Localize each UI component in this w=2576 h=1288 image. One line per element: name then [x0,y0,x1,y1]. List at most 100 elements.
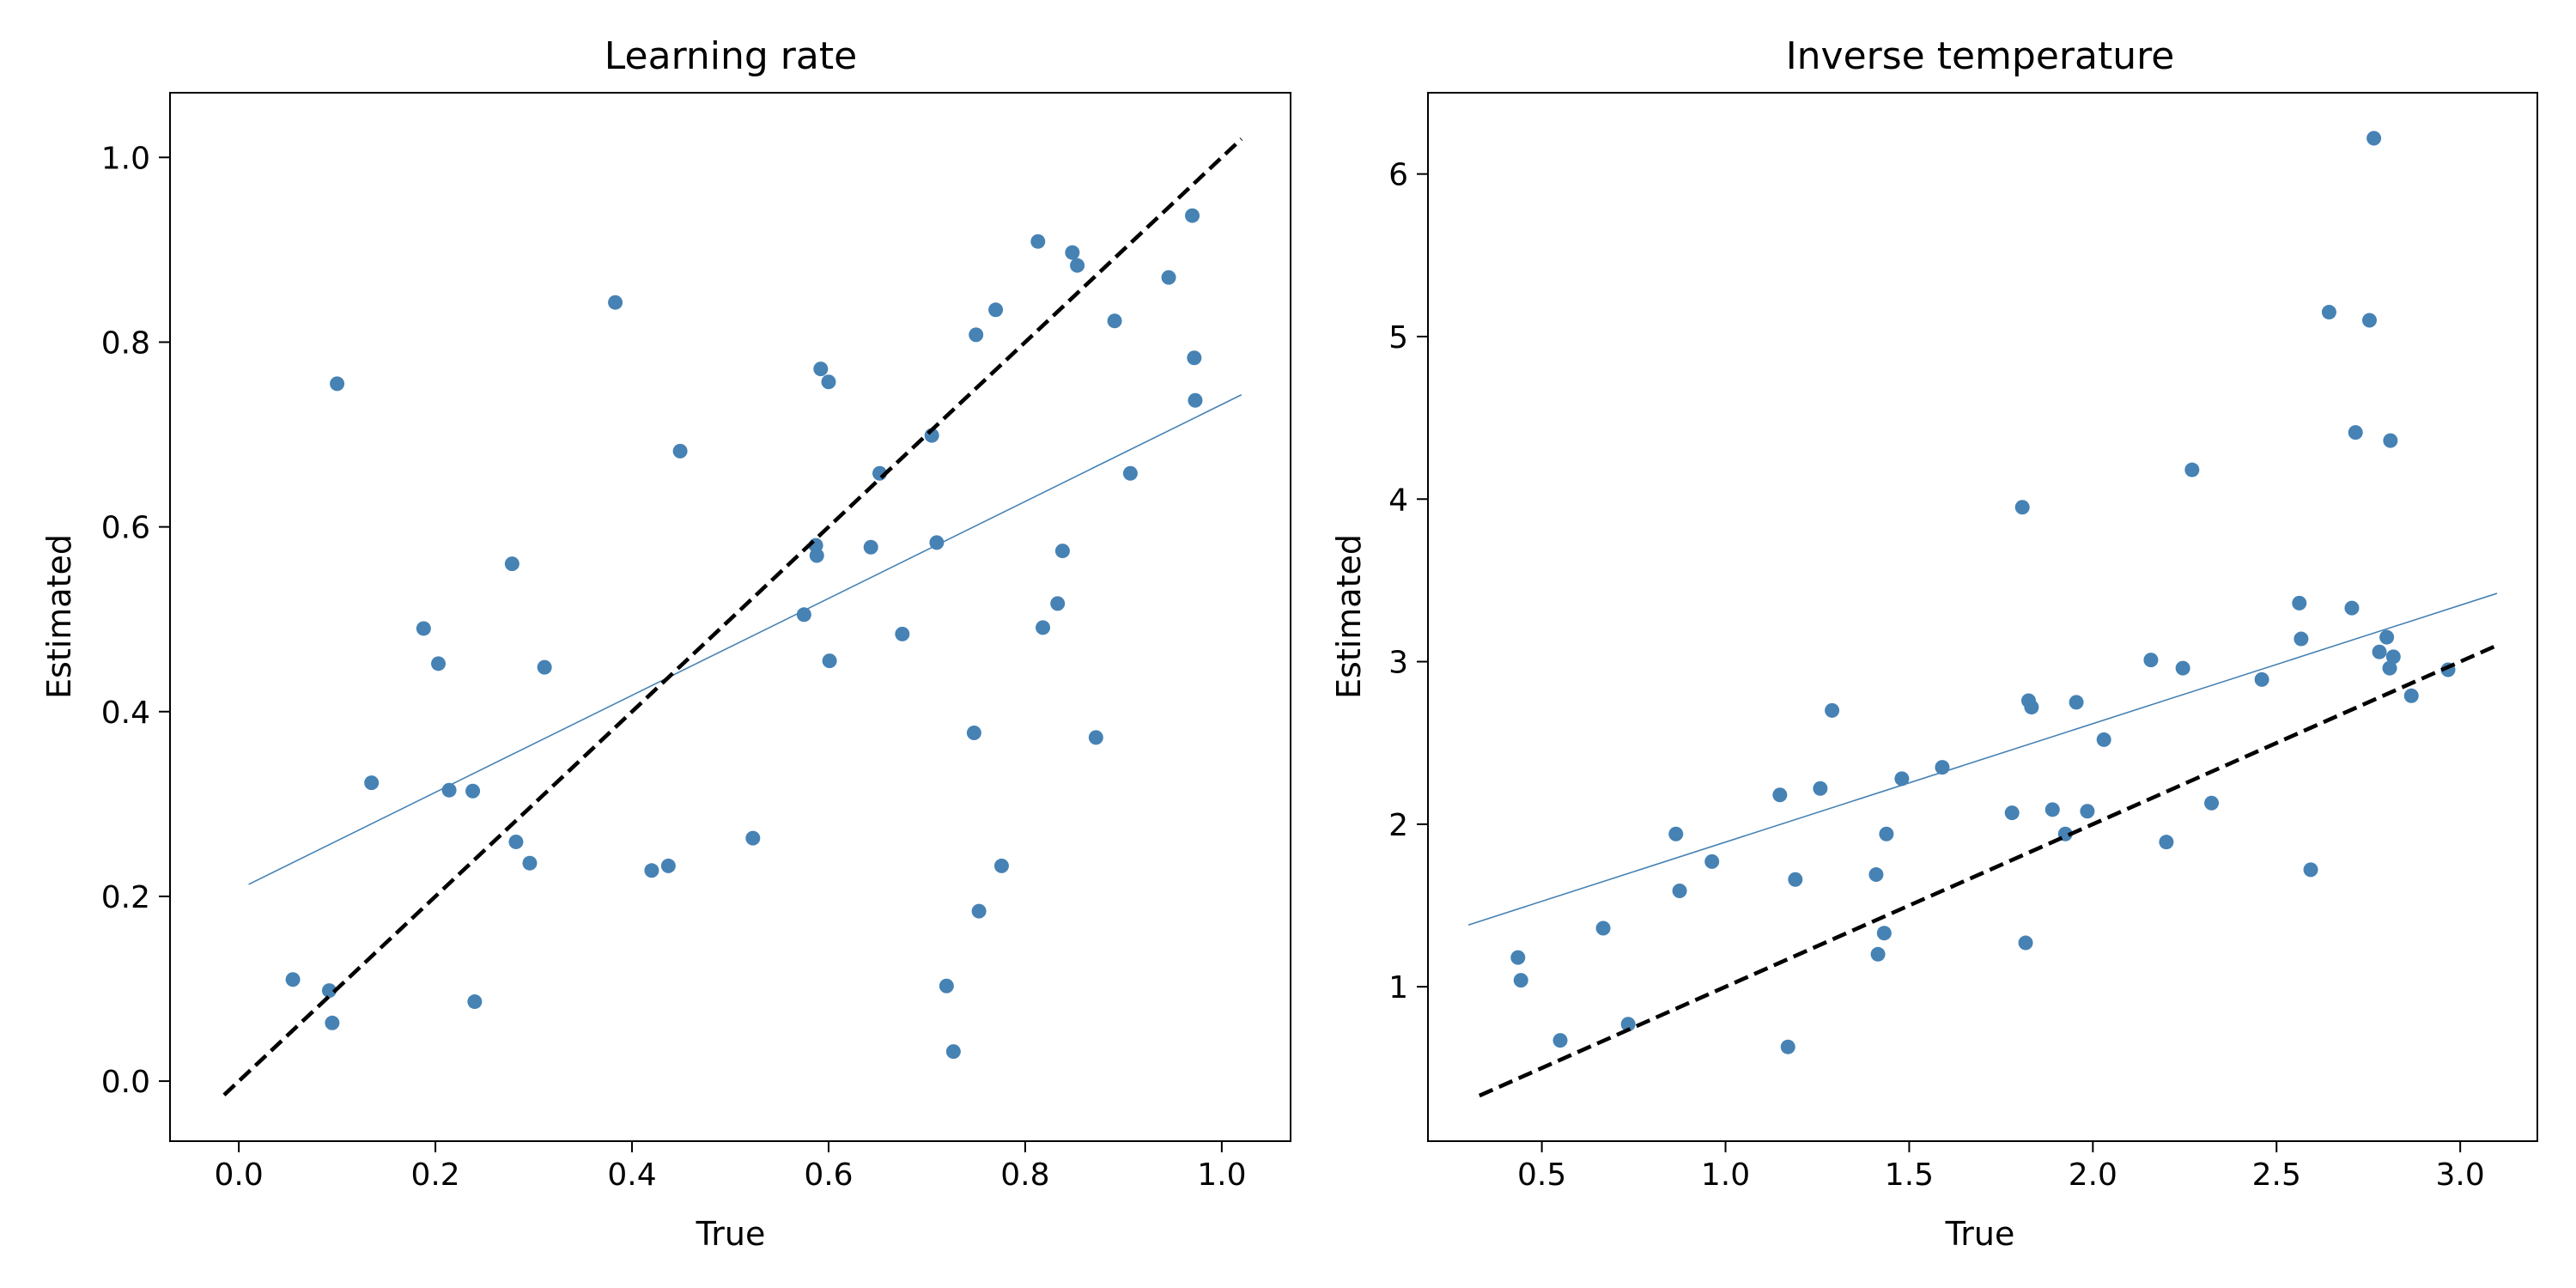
data-point [1876,926,1892,941]
data-point [660,858,676,873]
identity-line [222,137,1243,1097]
data-point [504,556,519,572]
data-point [1935,760,1950,775]
data-point [2024,700,2039,715]
data-point [1780,1039,1795,1054]
y-tick-label: 3 [1388,646,1408,681]
data-point [2175,660,2190,676]
x-tick-label: 3.0 [2436,1157,2485,1193]
data-point [1879,826,1894,841]
x-tick-label: 1.0 [1701,1157,1750,1193]
data-point [993,858,1009,873]
x-tick-label: 0.8 [1000,1157,1049,1193]
data-point [2014,500,2030,515]
y-tick-label: 1 [1388,970,1408,1005]
data-point [2382,660,2397,676]
data-point [2366,131,2382,146]
y-tick-label: 0.6 [101,511,150,546]
regression-line [1467,592,2498,926]
data-point [1813,781,1828,796]
x-tick-label: 1.0 [1197,1157,1246,1193]
data-point [644,863,659,878]
y-tick-label: 2 [1388,808,1408,843]
data-point [1107,313,1122,329]
data-point [467,994,483,1010]
data-point [1788,872,1803,887]
data-point [822,653,837,669]
data-point [2321,305,2336,320]
data-point [2143,653,2159,668]
data-point [522,855,538,871]
x-tick-label: 0.6 [804,1157,853,1193]
data-point [2159,835,2174,850]
data-point [1187,350,1202,366]
data-point [1510,950,1526,965]
data-point [966,726,981,741]
data-point [1036,620,1051,635]
inverse-temperature-panel: Inverse temperature True Estimated 0.5 1.… [1330,34,2538,1253]
data-point [2004,805,2020,821]
data-point [1070,258,1085,273]
data-point [1188,392,1203,408]
y-tick-label: 4 [1388,483,1408,518]
data-point [2403,688,2419,703]
x-tick-label: 1.5 [1885,1157,1934,1193]
data-point [745,830,761,846]
data-point [1595,920,1611,936]
data-point [796,607,811,623]
y-tick-label: 6 [1388,158,1408,193]
data-point [2069,695,2084,710]
data-point [1161,270,1176,285]
data-point [2204,795,2220,811]
data-point [1704,854,1720,869]
y-tick-label: 0.0 [101,1065,150,1100]
data-point [939,978,954,993]
data-point [416,621,431,636]
x-tick-label: 0.0 [214,1157,263,1193]
x-tick-label: 2.0 [2069,1157,2117,1193]
data-point [1054,544,1070,559]
data-point [2254,671,2269,687]
data-point [813,361,829,377]
data-point [2303,862,2318,878]
data-point [325,1015,340,1030]
regression-line [248,394,1242,885]
y-tick-label: 5 [1388,320,1408,355]
data-point [321,983,337,999]
data-point [465,783,481,799]
data-point [1825,702,1840,718]
data-point [672,443,688,459]
identity-line [1478,643,2498,1098]
data-point [821,374,836,390]
data-point [1552,1033,1568,1048]
data-point [2018,935,2033,951]
data-point [364,775,380,791]
data-point [895,626,910,641]
x-tick-label: 0.5 [1517,1157,1566,1193]
learning-rate-panel: Learning rate True Estimated 0.0 0.2 0.4 0.… [40,34,1291,1253]
data-point [2344,600,2360,616]
data-point [2080,804,2095,819]
data-point [2348,425,2363,440]
data-point [863,539,878,555]
y-tick-label: 0.4 [101,696,150,731]
data-point [1513,973,1528,988]
panel-title: Inverse temperature [1786,34,2175,78]
panel-title: Learning rate [605,34,857,78]
data-point [1894,771,1910,787]
data-point [508,834,524,849]
data-point [2383,433,2398,448]
data-point [1868,867,1884,883]
data-point [441,782,457,798]
data-point [2044,802,2060,817]
x-tick-label: 0.4 [607,1157,656,1193]
data-point [2293,631,2309,647]
x-axis-label: True [696,1215,766,1253]
y-axis-label: Estimated [40,534,78,699]
data-point [1185,208,1200,223]
data-point [945,1044,961,1060]
x-axis-label: True [1945,1215,2015,1253]
data-point [1088,730,1103,745]
data-point [2096,732,2111,747]
